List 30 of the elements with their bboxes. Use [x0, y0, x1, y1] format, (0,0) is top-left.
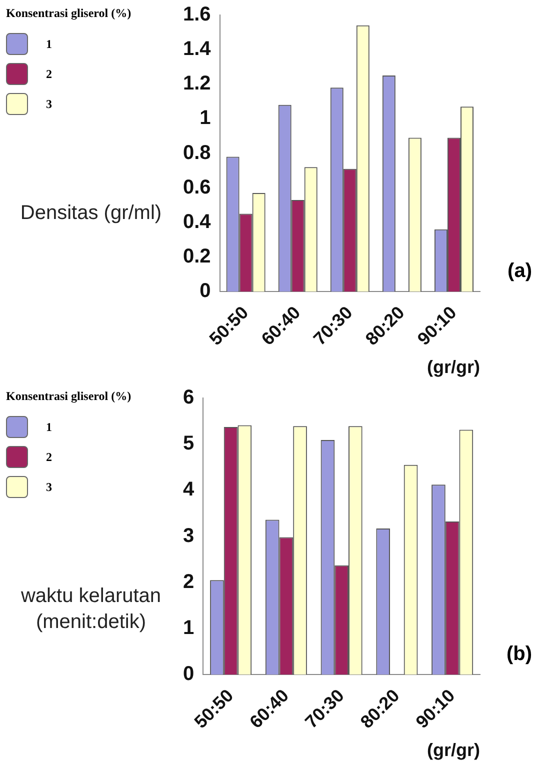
y-tick-label: 1: [183, 616, 194, 639]
y-tick-label: 0.6: [182, 176, 211, 198]
y-tick-label: 5: [183, 432, 194, 455]
y-tick-label: 0.2: [182, 246, 211, 268]
y-tick-label: 3: [183, 524, 194, 547]
legend-label: 1: [46, 420, 52, 434]
y-tick-label: 4: [183, 478, 195, 501]
legend-title: Konsentrasi gliserol (%): [6, 6, 132, 21]
legend-label: 3: [46, 480, 52, 494]
legend-label: 2: [46, 66, 52, 82]
legend-label: 3: [46, 96, 52, 112]
y-tick-label: 6: [183, 386, 194, 409]
legend-label: 2: [46, 450, 52, 464]
y-tick-label: 2: [183, 570, 194, 593]
legend-title: Konsentrasi gliserol (%): [6, 389, 132, 404]
y-tick-label: 1.2: [182, 72, 211, 95]
y-axis-title: waktu kelarutan (menit:detik): [20, 584, 162, 635]
x-axis-title: (gr/gr): [427, 740, 480, 760]
text: (a): [508, 260, 532, 283]
legend-label: 1: [46, 36, 52, 52]
y-tick-label: 1.4: [182, 38, 212, 60]
y-tick-label: 0.4: [182, 210, 212, 233]
text: (b): [506, 643, 532, 666]
y-axis-title: Densitas (gr/ml): [19, 201, 163, 226]
y-tick-label: 1: [200, 107, 211, 130]
x-axis-title: (gr/gr): [427, 357, 480, 378]
y-tick-label: 0.8: [182, 142, 211, 164]
y-tick-label: 1.6: [182, 4, 211, 26]
y-tick-label: 0: [183, 663, 194, 686]
y-tick-label: 0: [200, 280, 211, 302]
